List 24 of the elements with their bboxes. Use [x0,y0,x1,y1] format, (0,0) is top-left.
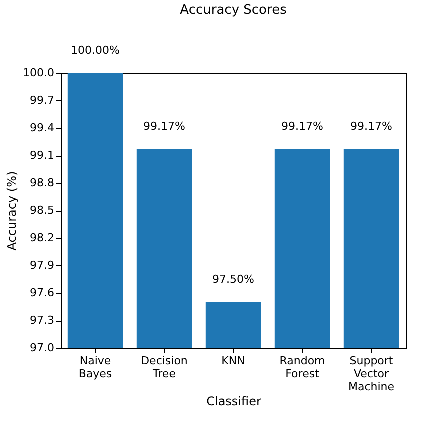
data-label: 99.17% [282,120,324,134]
data-label: 99.17% [144,120,186,134]
x-axis-title: Classifier [206,394,262,408]
y-tick-label: 98.2 [30,232,54,244]
x-tick-label: Random Forest [280,354,326,380]
x-tick-label: Support Vector Machine [348,354,395,394]
y-tick-label: 98.8 [30,176,54,190]
y-axis-title: Accuracy (%) [5,171,20,251]
y-tick-label: 98.5 [30,204,54,217]
x-tick-label: KNN [222,354,246,368]
y-tick-label: 99.7 [30,94,54,107]
y-tick-label: 97.3 [30,314,54,327]
x-tick-label: Naive Bayes [78,354,112,380]
y-tick-label: 99.4 [30,122,54,134]
y-tick-label: 97.0 [30,342,54,354]
y-tick-label: 97.6 [30,286,54,300]
y-tick-label: 99.1 [30,149,54,162]
y-tick-label: 97.9 [30,259,54,272]
x-tick-label: Decision Tree [141,354,188,380]
chart-title: Accuracy Scores [180,3,288,18]
data-label: 97.50% [212,273,254,286]
data-label: 100.00% [71,44,120,57]
data-label: 99.17% [350,120,392,134]
y-tick-label: 100.0 [23,66,54,80]
